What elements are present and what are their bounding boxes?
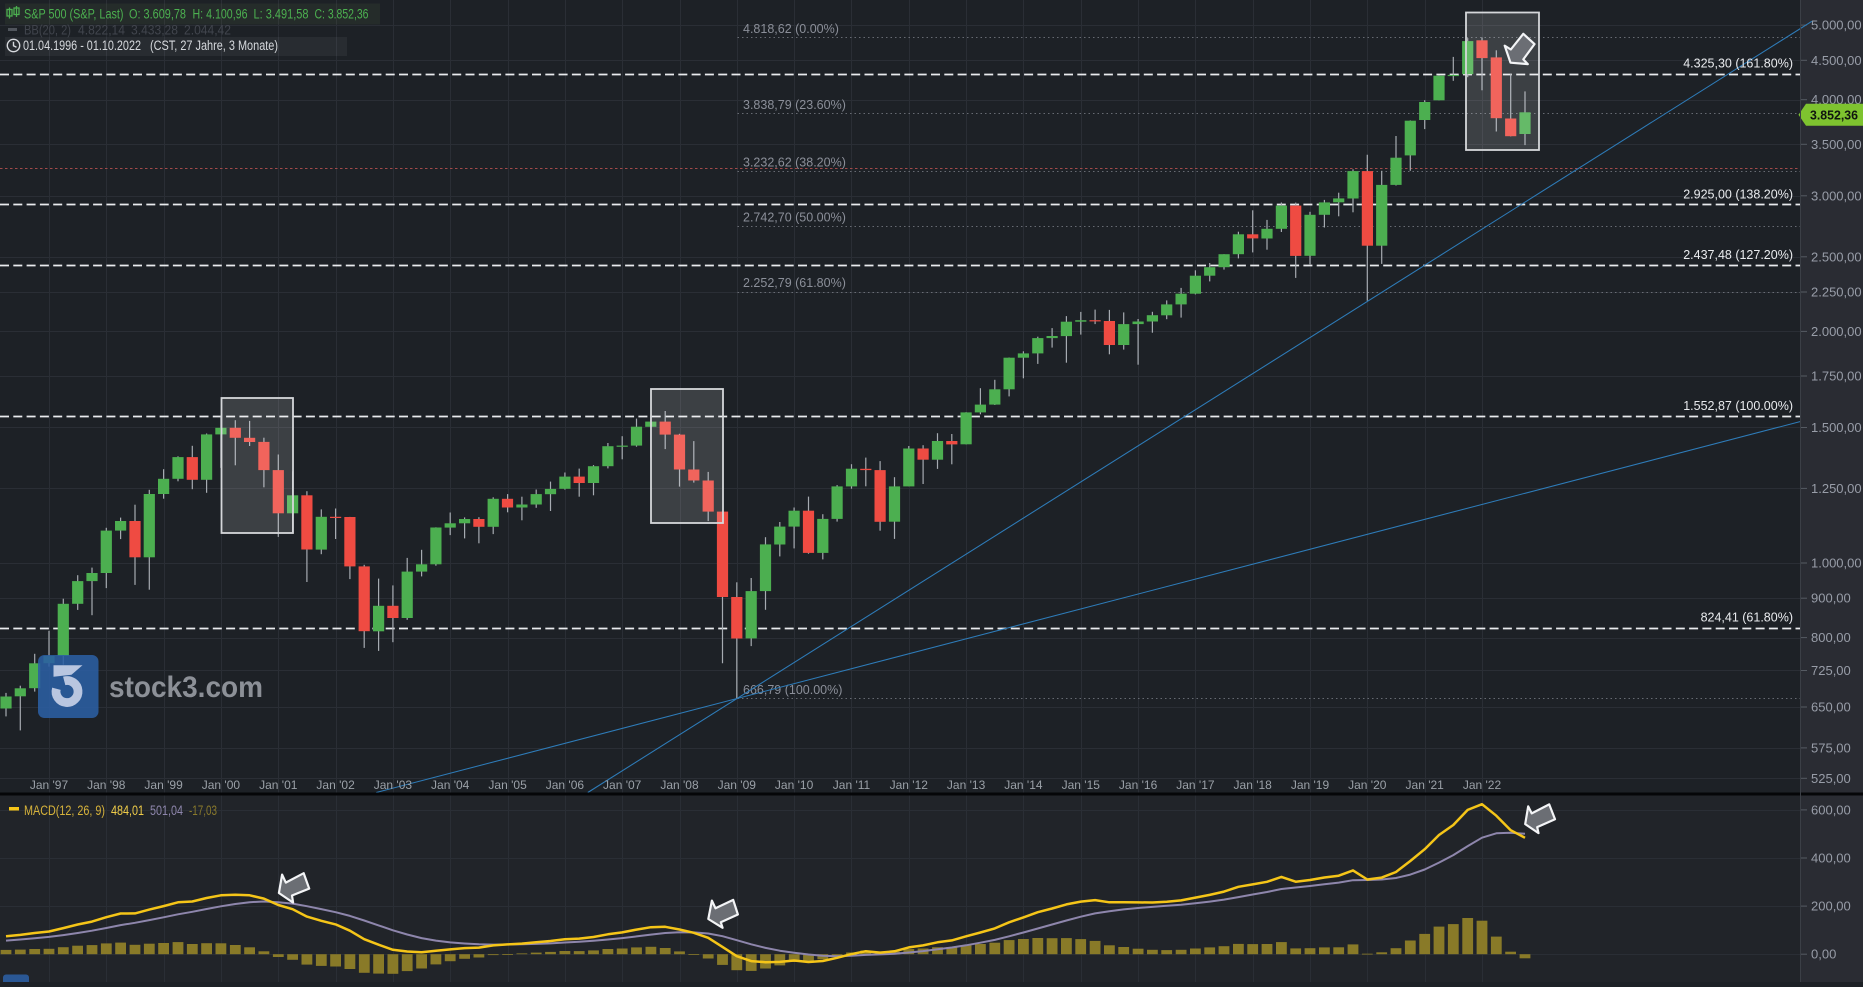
svg-text:2.925,00 (138.20%): 2.925,00 (138.20%) [1683, 187, 1793, 201]
svg-text:Jan '97: Jan '97 [30, 778, 69, 792]
svg-text:Jan '08: Jan '08 [660, 778, 699, 792]
svg-text:Jan '04: Jan '04 [431, 778, 470, 792]
svg-text:stock3.com: stock3.com [109, 671, 263, 704]
svg-text:1.000,00: 1.000,00 [1811, 556, 1862, 571]
svg-text:Jan '09: Jan '09 [718, 778, 757, 792]
svg-text:Jan '12: Jan '12 [890, 778, 929, 792]
svg-text:C: 3.852,36: C: 3.852,36 [315, 7, 369, 22]
svg-text:4.822,14: 4.822,14 [78, 23, 125, 38]
svg-text:1.500,00: 1.500,00 [1811, 420, 1862, 435]
svg-text:Jan '20: Jan '20 [1348, 778, 1387, 792]
svg-text:1.552,87 (100.00%): 1.552,87 (100.00%) [1683, 399, 1793, 413]
svg-text:2.000,00: 2.000,00 [1811, 324, 1862, 339]
svg-text:Jan '03: Jan '03 [374, 778, 413, 792]
svg-text:3.433,28: 3.433,28 [131, 23, 178, 38]
svg-text:BB(20, 2): BB(20, 2) [24, 23, 71, 38]
svg-text:Jan '02: Jan '02 [316, 778, 355, 792]
svg-text:1.250,00: 1.250,00 [1811, 481, 1862, 496]
svg-text:650,00: 650,00 [1811, 700, 1851, 715]
svg-text:Jan '22: Jan '22 [1463, 778, 1502, 792]
svg-text:Jan '17: Jan '17 [1176, 778, 1215, 792]
svg-text:4.818,62 (0.00%): 4.818,62 (0.00%) [743, 22, 839, 36]
svg-text:3.852,36: 3.852,36 [1810, 108, 1858, 123]
svg-text:2.252,79 (61.80%): 2.252,79 (61.80%) [743, 276, 846, 290]
svg-text:200,00: 200,00 [1811, 899, 1851, 914]
svg-text:800,00: 800,00 [1811, 630, 1851, 645]
svg-text:MACD(12, 26, 9): MACD(12, 26, 9) [24, 803, 105, 818]
svg-text:Jan '99: Jan '99 [144, 778, 183, 792]
svg-text:824,41 (61.80%): 824,41 (61.80%) [1701, 611, 1793, 625]
svg-text:Jan '13: Jan '13 [947, 778, 986, 792]
svg-text:H: 4.100,96: H: 4.100,96 [193, 7, 248, 22]
svg-text:2.250,00: 2.250,00 [1811, 285, 1862, 300]
svg-text:4.500,00: 4.500,00 [1811, 53, 1862, 68]
svg-text:3.000,00: 3.000,00 [1811, 188, 1862, 203]
svg-text:Jan '07: Jan '07 [603, 778, 642, 792]
svg-text:575,00: 575,00 [1811, 740, 1851, 755]
svg-text:725,00: 725,00 [1811, 663, 1851, 678]
svg-text:3.838,79 (23.60%): 3.838,79 (23.60%) [743, 98, 846, 112]
svg-text:900,00: 900,00 [1811, 591, 1851, 606]
svg-text:0,00: 0,00 [1811, 947, 1836, 962]
svg-text:484,01: 484,01 [111, 803, 144, 818]
svg-text:(CST, 27 Jahre, 3 Monate): (CST, 27 Jahre, 3 Monate) [150, 38, 278, 53]
svg-text:5.000,00: 5.000,00 [1811, 18, 1862, 33]
svg-text:Jan '16: Jan '16 [1119, 778, 1158, 792]
svg-text:501,04: 501,04 [150, 803, 183, 818]
svg-text:O: 3.609,78: O: 3.609,78 [129, 7, 186, 22]
svg-text:S&P 500 (S&P, Last): S&P 500 (S&P, Last) [24, 7, 124, 22]
svg-text:Jan '11: Jan '11 [833, 778, 871, 792]
svg-text:Jan '18: Jan '18 [1234, 778, 1273, 792]
svg-text:Jan '00: Jan '00 [202, 778, 241, 792]
svg-text:4.325,30 (161.80%): 4.325,30 (161.80%) [1683, 57, 1793, 71]
svg-text:3.500,00: 3.500,00 [1811, 137, 1862, 152]
svg-text:4.000,00: 4.000,00 [1811, 92, 1862, 107]
svg-text:2.500,00: 2.500,00 [1811, 249, 1862, 264]
svg-text:Jan '05: Jan '05 [488, 778, 527, 792]
svg-text:Jan '19: Jan '19 [1291, 778, 1330, 792]
svg-text:L: 3.491,58: L: 3.491,58 [254, 7, 309, 22]
svg-text:1.750,00: 1.750,00 [1811, 369, 1862, 384]
svg-text:3.232,62 (38.20%): 3.232,62 (38.20%) [743, 155, 846, 169]
svg-text:2.437,48 (127.20%): 2.437,48 (127.20%) [1683, 248, 1793, 262]
svg-text:01.04.1996 - 01.10.2022: 01.04.1996 - 01.10.2022 [23, 38, 141, 53]
svg-text:Jan '98: Jan '98 [87, 778, 126, 792]
svg-text:Jan '06: Jan '06 [546, 778, 585, 792]
svg-text:Jan '01: Jan '01 [259, 778, 298, 792]
svg-text:2.742,70 (50.00%): 2.742,70 (50.00%) [743, 210, 846, 224]
svg-text:Jan '14: Jan '14 [1004, 778, 1043, 792]
svg-text:Jan '21: Jan '21 [1406, 778, 1445, 792]
svg-text:Jan '10: Jan '10 [775, 778, 814, 792]
svg-text:525,00: 525,00 [1811, 771, 1851, 786]
svg-text:Jan '15: Jan '15 [1062, 778, 1101, 792]
svg-text:600,00: 600,00 [1811, 802, 1851, 817]
svg-text:2.044,42: 2.044,42 [184, 23, 231, 38]
svg-text:400,00: 400,00 [1811, 851, 1851, 866]
svg-text:-17,03: -17,03 [189, 803, 217, 818]
svg-text:666,79 (100.00%): 666,79 (100.00%) [743, 683, 842, 697]
